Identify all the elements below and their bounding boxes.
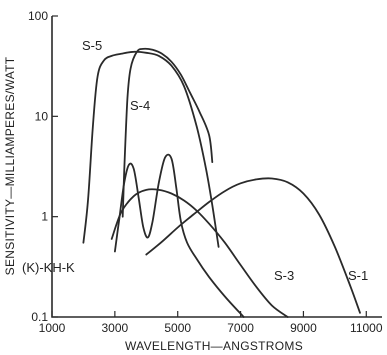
x-tick-label: 3000 <box>102 321 129 335</box>
x-axis-ticks: 1000 3000 5000 7000 9000 11000 <box>39 311 383 335</box>
x-axis-title: WAVELENGTH—ANGSTROMS <box>125 339 303 353</box>
x-tick-label: 11000 <box>350 321 383 335</box>
y-tick-label: 0.1 <box>31 310 48 324</box>
x-tick-label: 7000 <box>227 321 254 335</box>
series-line-s-5 <box>82 50 220 248</box>
series-line-s-3 <box>110 188 289 318</box>
x-tick-label: 9000 <box>290 321 317 335</box>
series-line-s-1 <box>145 177 361 314</box>
x-tick-label: 1000 <box>39 321 66 335</box>
y-tick-label: 100 <box>28 9 48 23</box>
y-axis-ticks: 0.1 1 10 100 <box>28 9 58 324</box>
series-label-k-kh-k: (K)-KH-K <box>22 260 75 275</box>
series-line-s-4 <box>121 47 214 218</box>
y-tick-label: 1 <box>41 210 48 224</box>
series-label-s-1: S-1 <box>348 268 368 283</box>
series-curves <box>82 47 361 318</box>
axes <box>51 16 382 318</box>
plot-frame <box>51 16 382 318</box>
y-tick-label: 10 <box>35 109 49 123</box>
series-label-s-5: S-5 <box>82 38 102 53</box>
x-tick-label: 5000 <box>164 321 191 335</box>
y-axis-title: SENSITIVITY—MILLIAMPERES/WATT <box>3 56 17 275</box>
series-line-k-kh-k <box>114 153 245 318</box>
series-labels: S-5 S-4 S-3 S-1 (K)-KH-K <box>22 38 368 283</box>
series-label-s-3: S-3 <box>274 268 294 283</box>
series-label-s-4: S-4 <box>130 98 150 113</box>
